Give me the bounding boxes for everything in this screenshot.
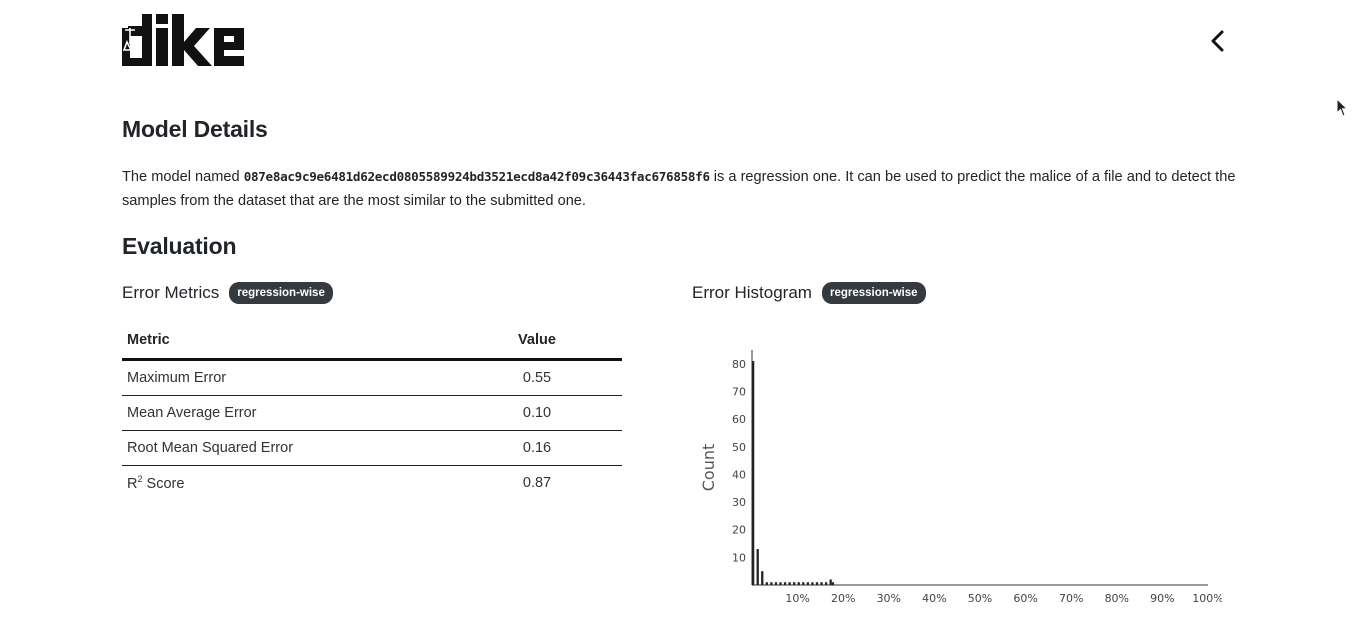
error-histogram-header: Error Histogram regression-wise (692, 282, 926, 304)
y-tick-label: 40 (732, 468, 746, 481)
metric-name: Maximum Error (122, 359, 452, 396)
x-tick-label: 70% (1059, 592, 1083, 605)
error-histogram-title: Error Histogram (692, 283, 812, 302)
metric-name: Root Mean Squared Error (122, 430, 452, 466)
table-row: R2 Score 0.87 (122, 466, 622, 501)
error-metrics-header: Error Metrics regression-wise (122, 282, 333, 304)
histogram-bar (779, 582, 782, 585)
error-histogram-badge: regression-wise (821, 282, 926, 304)
histogram-bar (802, 582, 805, 585)
dike-logo: dike (122, 14, 244, 66)
y-tick-label: 50 (732, 441, 746, 454)
description-suffix: is a regression one. It can be used to p… (122, 169, 1236, 209)
metric-name: Mean Average Error (122, 395, 452, 431)
error-metrics-title: Error Metrics (122, 283, 220, 302)
table-row: Maximum Error 0.55 (122, 359, 622, 396)
x-tick-label: 90% (1150, 592, 1174, 605)
y-tick-label: 70 (732, 385, 746, 398)
r-squared-exponent: 2 (137, 474, 143, 485)
x-tick-label: 80% (1105, 592, 1129, 605)
x-tick-label: 40% (922, 592, 946, 605)
histogram-bar (806, 582, 809, 585)
histogram-bar (788, 582, 791, 585)
error-metrics-table: Metric Value Maximum Error 0.55 Mean Ave… (122, 322, 622, 500)
error-metrics-badge: regression-wise (229, 282, 333, 304)
metric-value: 0.87 (522, 475, 552, 491)
x-tick-label: 20% (831, 592, 855, 605)
histogram-bar (793, 582, 796, 585)
y-tick-label: 60 (732, 413, 746, 426)
histogram-bar (770, 582, 773, 585)
metric-value: 0.16 (452, 430, 622, 466)
histogram-bar (824, 582, 828, 585)
y-tick-label: 20 (732, 524, 746, 537)
metric-column-header: Metric (122, 322, 452, 361)
mouse-cursor-icon (1336, 98, 1348, 117)
histogram-bar (811, 582, 814, 585)
x-tick-label: 100% (1192, 592, 1222, 605)
description-prefix: The model named (122, 169, 244, 185)
back-chevron-icon[interactable] (1206, 28, 1230, 54)
histogram-bar (752, 361, 755, 585)
table-row: Root Mean Squared Error 0.16 (122, 430, 622, 466)
y-tick-label: 80 (732, 358, 746, 371)
histogram-bar (797, 582, 800, 585)
histogram-bar (829, 579, 832, 585)
y-axis-label: Count (699, 444, 718, 492)
x-tick-label: 30% (877, 592, 901, 605)
r-squared-rest: Score (142, 475, 185, 492)
x-tick-label: 10% (785, 592, 809, 605)
error-histogram-chart: 10 20 30 40 50 60 70 80 10% 20% 30% 40% 50% 60% 70% 80%… (699, 350, 1222, 605)
table-header-row: Metric Value (122, 322, 622, 361)
x-tick-label: 50% (968, 592, 992, 605)
model-id: 087e8ac9c9e6481d62ecd0805589924bd3521ecd… (243, 169, 710, 184)
histogram-bar (774, 582, 778, 585)
histogram-bar (783, 582, 787, 585)
histogram-bar (815, 582, 819, 585)
table-row: Mean Average Error 0.10 (122, 395, 622, 431)
metric-name: R2 Score (122, 466, 452, 501)
model-details-title: Model Details (122, 116, 268, 142)
metric-value: 0.55 (452, 359, 622, 396)
r-squared-base: R (127, 475, 138, 492)
y-tick-label: 30 (732, 496, 746, 509)
model-description: The model named 087e8ac9c9e6481d62ecd080… (122, 165, 1240, 213)
y-tick-label: 10 (732, 551, 746, 564)
value-column-header: Value (452, 322, 622, 361)
histogram-bar (765, 582, 768, 585)
histogram-bar (756, 549, 759, 585)
histogram-bar (761, 571, 764, 585)
histogram-bar (820, 582, 823, 585)
x-tick-label: 60% (1013, 592, 1037, 605)
histogram-bar (831, 582, 835, 585)
metric-value: 0.10 (452, 395, 622, 431)
evaluation-title: Evaluation (122, 233, 237, 259)
